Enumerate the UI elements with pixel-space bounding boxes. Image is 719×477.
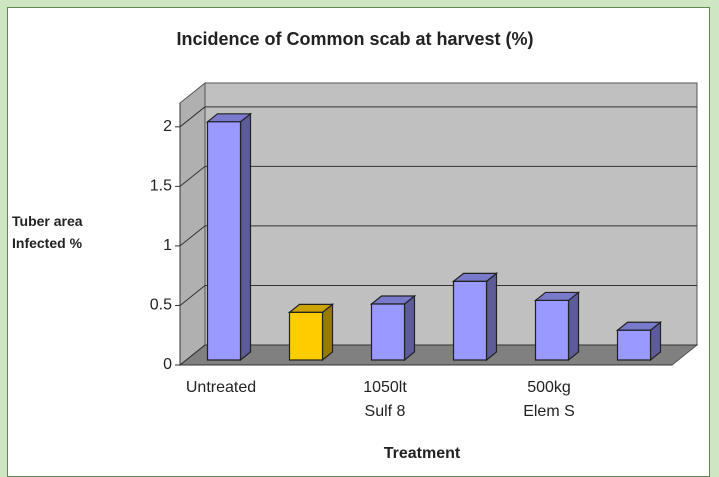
bar-front <box>206 121 242 361</box>
bar-side <box>567 291 580 362</box>
x-tick-label: 1050lt Sulf 8 <box>363 379 407 420</box>
y-tick-label: 1 <box>163 237 172 254</box>
bar <box>451 272 499 362</box>
x-axis-label: Treatment <box>383 445 461 462</box>
bar <box>533 291 581 362</box>
y-tick-label: 2 <box>163 118 172 135</box>
chart-title: Incidence of Common scab at harvest (%) <box>176 29 533 49</box>
x-tick-label: 500kg Elem S <box>523 379 575 420</box>
grid-line <box>179 344 206 366</box>
bar-front <box>616 329 652 361</box>
bar <box>205 112 253 362</box>
bar-side <box>239 112 252 362</box>
bar-side <box>321 303 334 362</box>
bar-side <box>403 294 416 362</box>
back-wall <box>204 82 698 346</box>
bar <box>369 294 417 362</box>
bar-side <box>485 272 498 362</box>
bar-front <box>452 280 488 361</box>
bar-front <box>288 311 324 361</box>
bar-front <box>370 303 406 361</box>
grid-line <box>179 165 206 187</box>
side-wall <box>179 81 206 367</box>
bar <box>615 320 663 362</box>
x-tick-label: Untreated <box>185 379 257 396</box>
y-tick-label: 0.5 <box>150 297 172 314</box>
bar <box>287 303 335 362</box>
y-tick-label: 1.5 <box>150 178 172 195</box>
y-axis-label: Tuber area Infected % <box>12 213 83 251</box>
y-tick-label: 0 <box>163 356 172 373</box>
grid-line <box>179 106 206 128</box>
bar-front <box>534 299 570 361</box>
grid-line <box>179 285 206 306</box>
grid-line <box>179 225 206 247</box>
